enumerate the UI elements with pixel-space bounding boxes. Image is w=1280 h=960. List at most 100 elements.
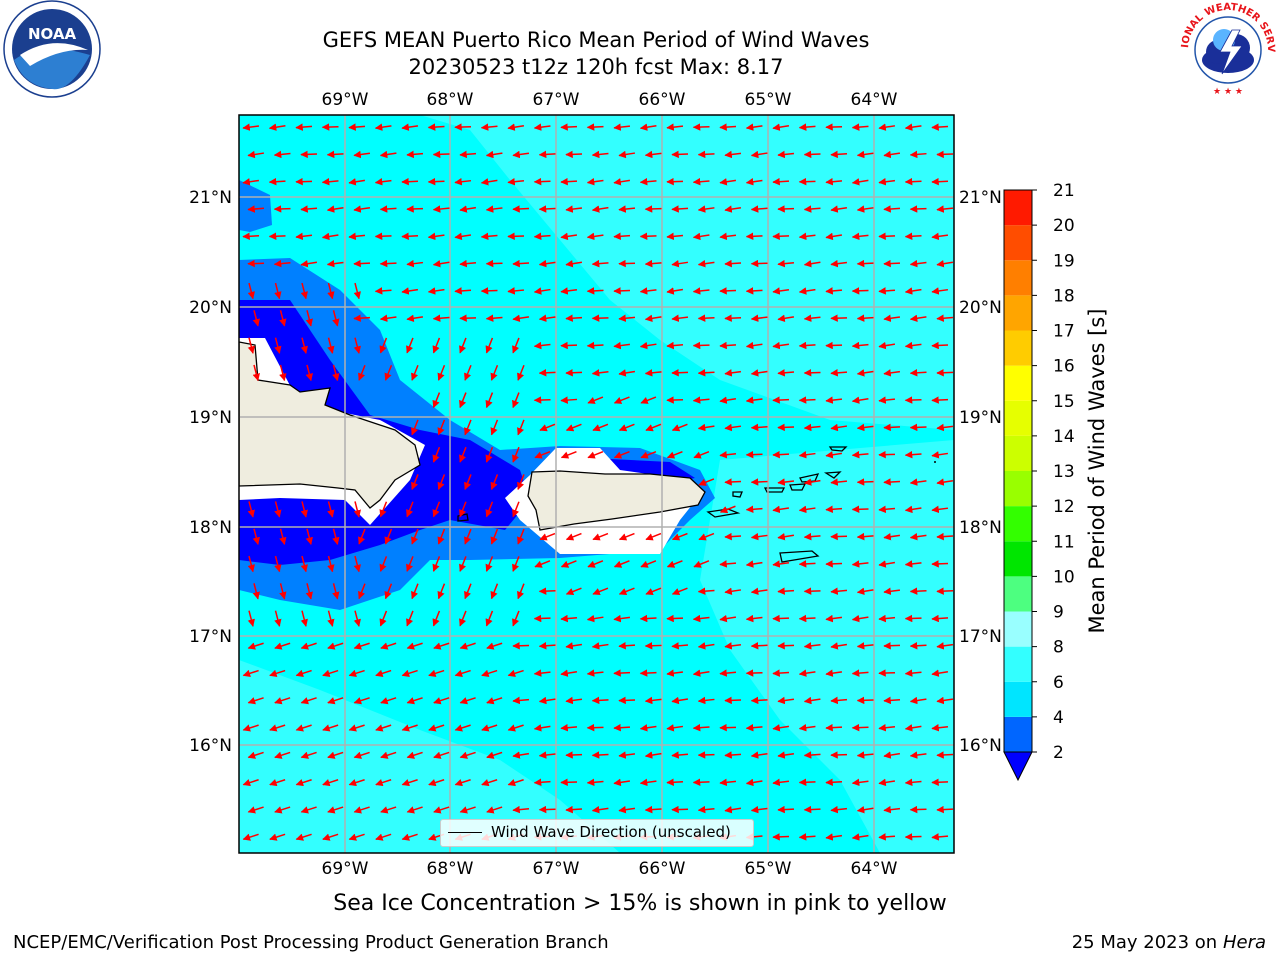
tick-label: 21°N (959, 188, 1002, 208)
wind-wave-arrow (428, 779, 445, 787)
wind-wave-arrow (533, 396, 551, 404)
island-anegada (828, 446, 848, 452)
wind-wave-arrow (507, 232, 525, 240)
colorbar-tick-label: 11 (1053, 532, 1075, 552)
wind-wave-arrow (464, 419, 472, 436)
wind-wave-arrow (485, 556, 494, 572)
wind-wave-arrow (830, 314, 848, 322)
wind-wave-arrow (406, 556, 414, 572)
wind-wave-arrow (247, 642, 264, 650)
wind-wave-arrow (851, 450, 869, 459)
wind-wave-arrow (300, 150, 318, 159)
wind-wave-arrow (883, 369, 901, 377)
wind-wave-arrow (904, 177, 922, 186)
wind-wave-arrow (533, 778, 551, 787)
wind-wave-arrow (507, 724, 524, 732)
wind-wave-arrow (671, 423, 688, 432)
wind-wave-arrow (936, 696, 954, 705)
wind-wave-arrow (560, 177, 578, 186)
wind-wave-arrow (745, 614, 763, 623)
colorbar-swatch (1004, 260, 1032, 296)
tick-label: 20°N (189, 298, 232, 318)
wind-wave-arrow (856, 205, 874, 213)
wind-wave-arrow (273, 205, 291, 213)
wind-wave-arrow (279, 528, 287, 545)
wind-wave-arrow (517, 419, 525, 436)
wind-wave-arrow (427, 177, 445, 186)
wind-wave-arrow (692, 669, 710, 677)
wind-wave-arrow (533, 724, 551, 732)
wind-wave-arrow (904, 232, 922, 241)
tick-label: 17°N (959, 627, 1002, 647)
wind-wave-arrow (697, 314, 715, 322)
wind-wave-arrow (825, 723, 843, 732)
wind-wave-arrow (878, 123, 896, 131)
colorbar-swatch (1004, 225, 1032, 261)
wind-wave-arrow (666, 724, 684, 732)
noaa-logo: NOAA (3, 0, 101, 98)
wind-wave-arrow (353, 610, 361, 627)
wind-wave-arrow (247, 150, 265, 159)
wind-wave-arrow (411, 364, 419, 381)
wind-wave-arrow (295, 833, 312, 841)
wind-wave-arrow (269, 724, 286, 732)
wind-wave-arrow (560, 669, 578, 677)
wind-wave-arrow (242, 833, 259, 841)
wind-wave-arrow (724, 205, 742, 213)
wind-wave-arrow (803, 478, 821, 486)
wind-wave-arrow (432, 337, 441, 354)
wind-wave-arrow (432, 314, 450, 322)
wind-wave-arrow (411, 528, 419, 545)
wind-wave-arrow (613, 232, 631, 241)
colorbar-tick-label: 10 (1053, 567, 1075, 587)
colorbar-swatch (1004, 471, 1032, 507)
wind-wave-arrow (538, 369, 556, 377)
colorbar-under-extend (1003, 751, 1033, 782)
wind-wave-arrow (856, 696, 874, 705)
wind-wave-arrow (803, 259, 821, 268)
wind-wave-arrow (719, 287, 737, 295)
wind-wave-arrow (613, 396, 630, 404)
wind-wave-arrow (269, 833, 286, 841)
wind-wave-arrow (750, 369, 768, 377)
wind-wave-arrow (485, 392, 494, 409)
wind-wave-arrow (666, 450, 683, 459)
wind-wave-arrow (909, 314, 927, 322)
wind-wave-arrow (931, 778, 949, 786)
wind-wave-arrow (856, 642, 874, 650)
wind-wave-arrow (644, 696, 662, 705)
wind-wave-arrow (671, 587, 688, 596)
wind-wave-arrow (645, 532, 662, 541)
wind-wave-arrow (909, 696, 927, 705)
wind-wave-arrow (883, 259, 901, 268)
legend-line-sample (448, 832, 482, 833)
wind-wave-arrow (459, 501, 467, 518)
wind-wave-arrow (750, 751, 768, 759)
wind-wave-arrow (909, 805, 927, 814)
wind-wave-arrow (830, 205, 848, 213)
wind-wave-arrow (427, 287, 445, 295)
wind-wave-arrow (406, 642, 423, 650)
wind-wave-arrow (798, 123, 816, 131)
wind-wave-arrow (931, 396, 949, 404)
wind-wave-arrow (432, 556, 441, 572)
tick-label: 69°W (322, 859, 369, 879)
wind-wave-arrow (348, 833, 365, 841)
wind-wave-arrow (904, 341, 922, 350)
wind-wave-arrow (538, 587, 556, 595)
period-zone-4-6-nw (239, 180, 272, 232)
wind-wave-arrow (798, 287, 816, 295)
wind-wave-arrow (777, 150, 795, 159)
period-zone-light-sw (239, 660, 620, 853)
wind-wave-arrow (428, 669, 445, 677)
wind-wave-arrow (904, 833, 922, 841)
wind-wave-arrow (697, 751, 715, 759)
wind-wave-arrow (586, 723, 604, 732)
wind-wave-arrow (565, 259, 583, 268)
wind-wave-arrow (798, 833, 816, 841)
wind-wave-arrow (375, 779, 392, 787)
wind-wave-arrow (772, 396, 790, 404)
wind-wave-arrow (300, 610, 308, 627)
wind-wave-arrow (666, 177, 684, 186)
wind-wave-arrow (936, 423, 954, 432)
